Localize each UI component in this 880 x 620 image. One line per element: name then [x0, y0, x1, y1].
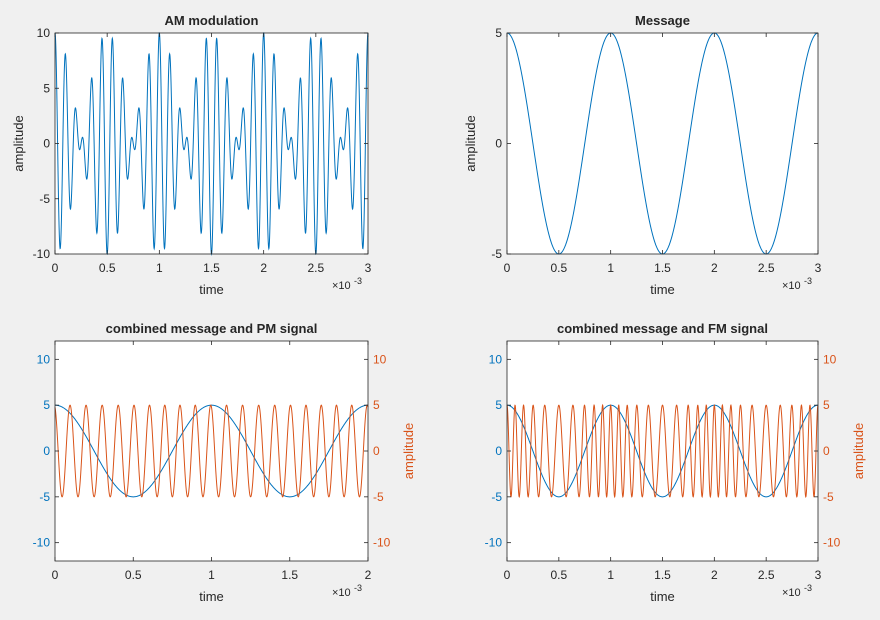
pm-ytick-label-right: 10 — [373, 352, 387, 366]
msg-title: Message — [635, 13, 690, 28]
pm-ytick-label-right: -10 — [373, 536, 391, 550]
am-xlabel: time — [199, 282, 224, 297]
am-xtick-label: 3 — [365, 261, 372, 275]
msg-xtick-label: 1.5 — [654, 261, 671, 275]
am-xtick-label: 2.5 — [307, 261, 324, 275]
fm-xtick-label: 2.5 — [758, 568, 775, 582]
pm-ytick-label-right: 0 — [373, 444, 380, 458]
msg-xtick-label: 0 — [504, 261, 511, 275]
msg-ylabel: amplitude — [463, 115, 478, 171]
fm-xtick-label: 3 — [815, 568, 822, 582]
fm-ytick-label: 0 — [495, 444, 502, 458]
msg-plot-area — [507, 33, 818, 254]
pm-ylabel-right: amplitude — [401, 423, 416, 479]
pm-xtick-label: 1 — [208, 568, 215, 582]
am-xtick-label: 0 — [52, 261, 59, 275]
am-plot-area — [55, 33, 368, 254]
pm-xtick-label: 2 — [365, 568, 372, 582]
msg-xlabel: time — [650, 282, 675, 297]
msg-xtick-label: 3 — [815, 261, 822, 275]
am-title: AM modulation — [165, 13, 259, 28]
pm-x-exponent-power: -3 — [354, 583, 362, 593]
msg-xtick-label: 0.5 — [550, 261, 567, 275]
am-ytick-label: -5 — [39, 192, 50, 206]
fm-title: combined message and FM signal — [557, 321, 768, 336]
pm-ytick-label: 0 — [43, 444, 50, 458]
fm-xtick-label: 2 — [711, 568, 718, 582]
fm-xtick-label: 1.5 — [654, 568, 671, 582]
fm-xlabel: time — [650, 589, 675, 604]
am-ytick-label: 0 — [43, 137, 50, 151]
pm-xtick-label: 0.5 — [125, 568, 142, 582]
fm-ytick-label: 5 — [495, 398, 502, 412]
pm-xtick-label: 0 — [52, 568, 59, 582]
fm-xtick-label: 0.5 — [550, 568, 567, 582]
fm-xtick-label: 1 — [607, 568, 614, 582]
am-x-exponent-power: -3 — [354, 276, 362, 286]
msg-x-exponent-power: -3 — [804, 276, 812, 286]
fm-x-exponent-power: -3 — [804, 583, 812, 593]
pm-plot-area — [55, 341, 368, 561]
pm-x-exponent-base: ×10 — [332, 587, 351, 599]
fm-plot-area — [507, 341, 818, 561]
fm-ytick-label: 10 — [489, 352, 503, 366]
fm-ytick-label-right: 0 — [823, 444, 830, 458]
pm-xtick-label: 1.5 — [281, 568, 298, 582]
msg-xtick-label: 1 — [607, 261, 614, 275]
msg-xtick-label: 2 — [711, 261, 718, 275]
am-xtick-label: 2 — [260, 261, 267, 275]
am-xtick-label: 1.5 — [203, 261, 220, 275]
am-x-exponent-base: ×10 — [332, 280, 351, 292]
pm-ytick-label: -5 — [39, 490, 50, 504]
pm-title: combined message and PM signal — [106, 321, 318, 336]
am-ytick-label: 10 — [37, 26, 51, 40]
fm-ytick-label-right: -5 — [823, 490, 834, 504]
fm-ytick-label-right: 10 — [823, 352, 837, 366]
fm-ytick-label: -5 — [491, 490, 502, 504]
fm-ytick-label-right: -10 — [823, 536, 841, 550]
pm-ytick-label: 5 — [43, 398, 50, 412]
fm-ytick-label-right: 5 — [823, 398, 830, 412]
pm-ytick-label: 10 — [37, 352, 51, 366]
pm-ytick-label: -10 — [33, 536, 51, 550]
pm-ytick-label-right: 5 — [373, 398, 380, 412]
pm-series-pm-signal — [54, 404, 369, 498]
fm-ylabel-right: amplitude — [851, 423, 866, 479]
msg-x-exponent-base: ×10 — [782, 280, 801, 292]
msg-xtick-label: 2.5 — [758, 261, 775, 275]
am-xtick-label: 1 — [156, 261, 163, 275]
am-ytick-label: 5 — [43, 81, 50, 95]
pm-ytick-label-right: -5 — [373, 490, 384, 504]
am-xtick-label: 0.5 — [99, 261, 116, 275]
fm-xtick-label: 0 — [504, 568, 511, 582]
msg-ytick-label: -5 — [491, 247, 502, 261]
pm-xlabel: time — [199, 589, 224, 604]
fm-series-message — [507, 404, 818, 498]
fm-series-fm-signal — [506, 403, 819, 499]
msg-ytick-label: 5 — [495, 26, 502, 40]
am-ylabel: amplitude — [11, 115, 26, 171]
am-ytick-label: -10 — [33, 247, 51, 261]
fm-x-exponent-base: ×10 — [782, 587, 801, 599]
fm-ytick-label: -10 — [485, 536, 503, 550]
msg-ytick-label: 0 — [495, 137, 502, 151]
